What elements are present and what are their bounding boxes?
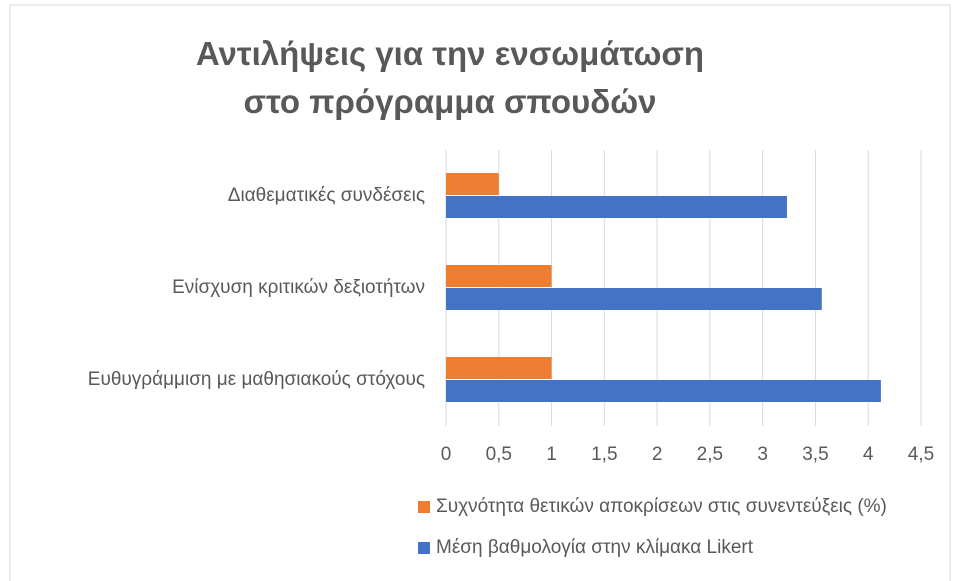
x-tick-label: 2,5 <box>697 444 723 465</box>
x-tick-label: 3 <box>757 444 768 465</box>
y-tick-label: Διαθεματικές συνδέσεις <box>228 185 425 206</box>
x-tick-label: 1,5 <box>591 444 617 465</box>
x-tick-label: 4 <box>863 444 874 465</box>
y-tick-label: Ευθυγράμμιση με μαθησιακούς στόχους <box>88 369 425 390</box>
legend-swatch <box>418 542 430 554</box>
bar <box>446 173 499 195</box>
bar <box>446 357 552 379</box>
legend-swatch <box>418 501 430 513</box>
bar <box>446 265 552 287</box>
chart-title: Αντιλήψεις για την ενσωμάτωση στο πρόγρα… <box>195 35 705 120</box>
x-tick-label: 4,5 <box>908 444 934 465</box>
bar <box>446 196 787 218</box>
legend-label: Συχνότητα θετικών αποκρίσεων στις συνεντ… <box>436 496 887 517</box>
legend-label: Μέση βαθμολογία στην κλίμακα Likert <box>436 537 754 558</box>
x-tick-label: 2 <box>652 444 663 465</box>
x-tick-label: 0,5 <box>486 444 512 465</box>
x-tick-label: 1 <box>546 444 557 465</box>
y-tick-label: Ενίσχυση κριτικών δεξιοτήτων <box>172 277 425 298</box>
x-tick-label: 0 <box>441 444 452 465</box>
bar <box>446 380 881 402</box>
x-tick-label: 3,5 <box>802 444 828 465</box>
bar <box>446 288 822 310</box>
